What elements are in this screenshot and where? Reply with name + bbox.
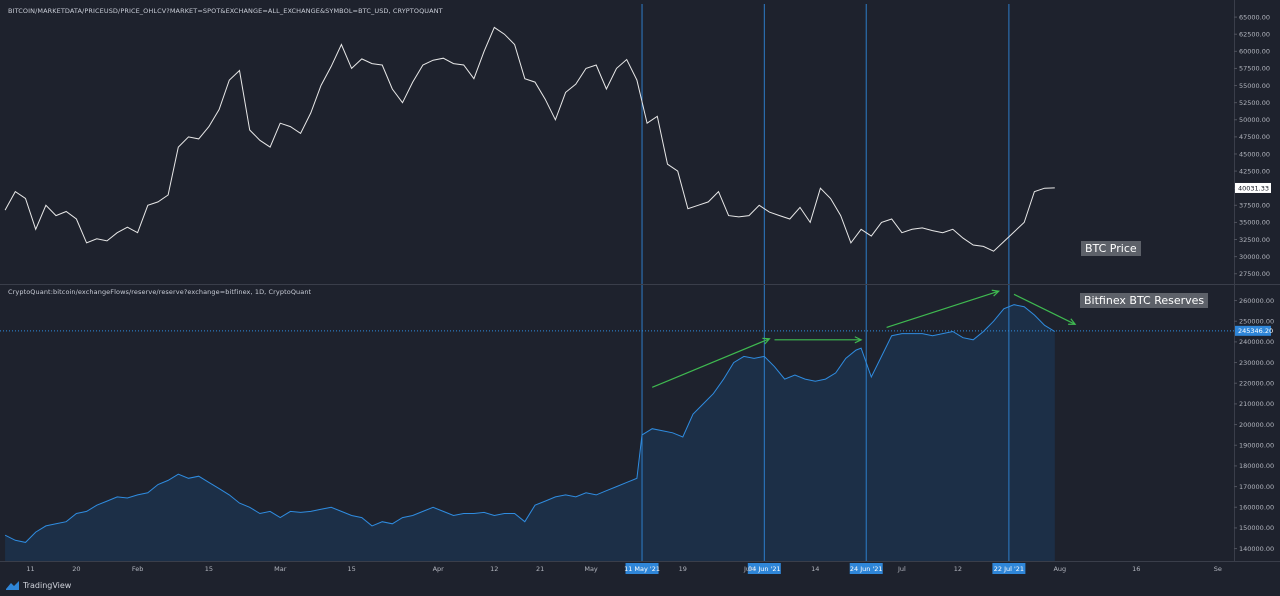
reserve-pane-header: CryptoQuant:bitcoin/exchangeFlows/reserv…	[8, 288, 312, 296]
time-tick-label: 11	[26, 565, 34, 573]
y-tick-label: 62500.00	[1239, 31, 1270, 39]
time-tick-label: 15	[347, 565, 355, 573]
marker-date-badge	[747, 563, 781, 574]
trend-arrow-head	[762, 337, 771, 345]
price-axes[interactable]: 65000.00 62500.00 60000.00 57500.00 55000.00…	[0, 0, 1280, 562]
time-tick-label: Feb	[132, 565, 144, 573]
marker-date-label: 11 May '21	[624, 565, 660, 573]
y-tick-label: 27500.00	[1239, 270, 1270, 278]
marker-date-badge	[849, 563, 883, 574]
tradingview-logo[interactable]: TradingView	[6, 581, 71, 590]
reserve-area-fill	[5, 304, 1055, 561]
tradingview-logo-text: TradingView	[23, 581, 72, 590]
tradingview-logo-icon	[6, 581, 20, 590]
time-tick-label: Mar	[274, 565, 287, 573]
y-tick-label: 250000.00	[1239, 318, 1274, 326]
y-tick-label: 170000.00	[1239, 483, 1274, 491]
marker-date-label: 24 Jun '21	[850, 565, 883, 573]
marker-date-label: 04 Jun '21	[748, 565, 781, 573]
time-tick-label: 14	[811, 565, 819, 573]
trend-arrows	[651, 289, 1077, 388]
marker-date-badge	[992, 563, 1026, 574]
y-tick-label: 140000.00	[1239, 545, 1274, 553]
y-tick-label: 200000.00	[1239, 421, 1274, 429]
y-tick-label: 60000.00	[1239, 48, 1270, 56]
trend-arrow-shaft	[1013, 293, 1076, 325]
time-tick-label: Apr	[433, 565, 445, 573]
price-pane-header: BITCOIN/MARKETDATA/PRICEUSD/PRICE_OHLCV?…	[8, 7, 443, 15]
last-value-badge	[1235, 182, 1271, 193]
time-tick-label: Jun	[743, 565, 754, 573]
time-tick-label: May	[584, 565, 598, 573]
y-tick-label: 52500.00	[1239, 99, 1270, 107]
y-tick-label: 35000.00	[1239, 219, 1270, 227]
y-tick-label: 47500.00	[1239, 133, 1270, 141]
y-tick-label: 45000.00	[1239, 150, 1270, 158]
time-tick-label: 15	[205, 565, 213, 573]
btc-price-line	[4, 26, 1055, 252]
time-axis[interactable]: 11 May '21 04 Jun '21 24 Jun '21 22 Jul '21…	[26, 563, 1222, 574]
y-tick-label: 50000.00	[1239, 116, 1270, 124]
trend-arrow-head	[991, 289, 1001, 297]
y-tick-label: 180000.00	[1239, 462, 1274, 470]
y-tick-label: 190000.00	[1239, 442, 1274, 450]
y-tick-label: 32500.00	[1239, 236, 1270, 244]
bitfinex-reserve-series	[4, 304, 1056, 543]
y-tick-label: 240000.00	[1239, 338, 1274, 346]
time-tick-label: 20	[72, 565, 80, 573]
vertical-marker-lines	[641, 4, 1010, 561]
btc-price-series	[4, 26, 1055, 252]
marker-date-label: 22 Jul '21	[994, 565, 1024, 573]
time-tick-label: 12	[490, 565, 498, 573]
y-tick-label: 55000.00	[1239, 82, 1270, 90]
time-tick-label: 16	[1132, 565, 1140, 573]
y-tick-label: 150000.00	[1239, 524, 1274, 532]
y-tick-label: 30000.00	[1239, 253, 1270, 261]
btc-price-label: BTC Price	[1081, 241, 1141, 256]
last-value-label: 40031.33	[1238, 184, 1269, 192]
reserve-line	[4, 304, 1056, 543]
y-tick-label: 260000.00	[1239, 297, 1274, 305]
reserve-area	[5, 304, 1055, 561]
trend-arrow-head	[1068, 318, 1077, 325]
marker-date-badge	[625, 563, 659, 574]
time-tick-label: Jul	[897, 565, 906, 573]
y-tick-label: 37500.00	[1239, 202, 1270, 210]
y-tick-label: 160000.00	[1239, 504, 1274, 512]
time-tick-label: 12	[954, 565, 962, 573]
bitfinex-reserves-label: Bitfinex BTC Reserves	[1080, 293, 1209, 308]
last-value-label: 245346.20	[1238, 327, 1273, 335]
y-tick-label: 230000.00	[1239, 359, 1274, 367]
y-tick-label: 220000.00	[1239, 380, 1274, 388]
trend-arrow-shaft	[886, 290, 999, 328]
time-tick-label: Aug	[1053, 565, 1066, 573]
trend-arrow-shaft	[651, 338, 770, 388]
last-value-badge	[1235, 325, 1271, 336]
y-tick-label: 42500.00	[1239, 167, 1270, 175]
time-tick-label: 21	[536, 565, 544, 573]
y-tick-label: 210000.00	[1239, 400, 1274, 408]
trend-arrow-head	[854, 336, 863, 344]
y-tick-label: 65000.00	[1239, 13, 1270, 21]
time-tick-label: 19	[679, 565, 687, 573]
y-tick-label: 57500.00	[1239, 65, 1270, 73]
time-tick-label: Se	[1214, 565, 1222, 573]
